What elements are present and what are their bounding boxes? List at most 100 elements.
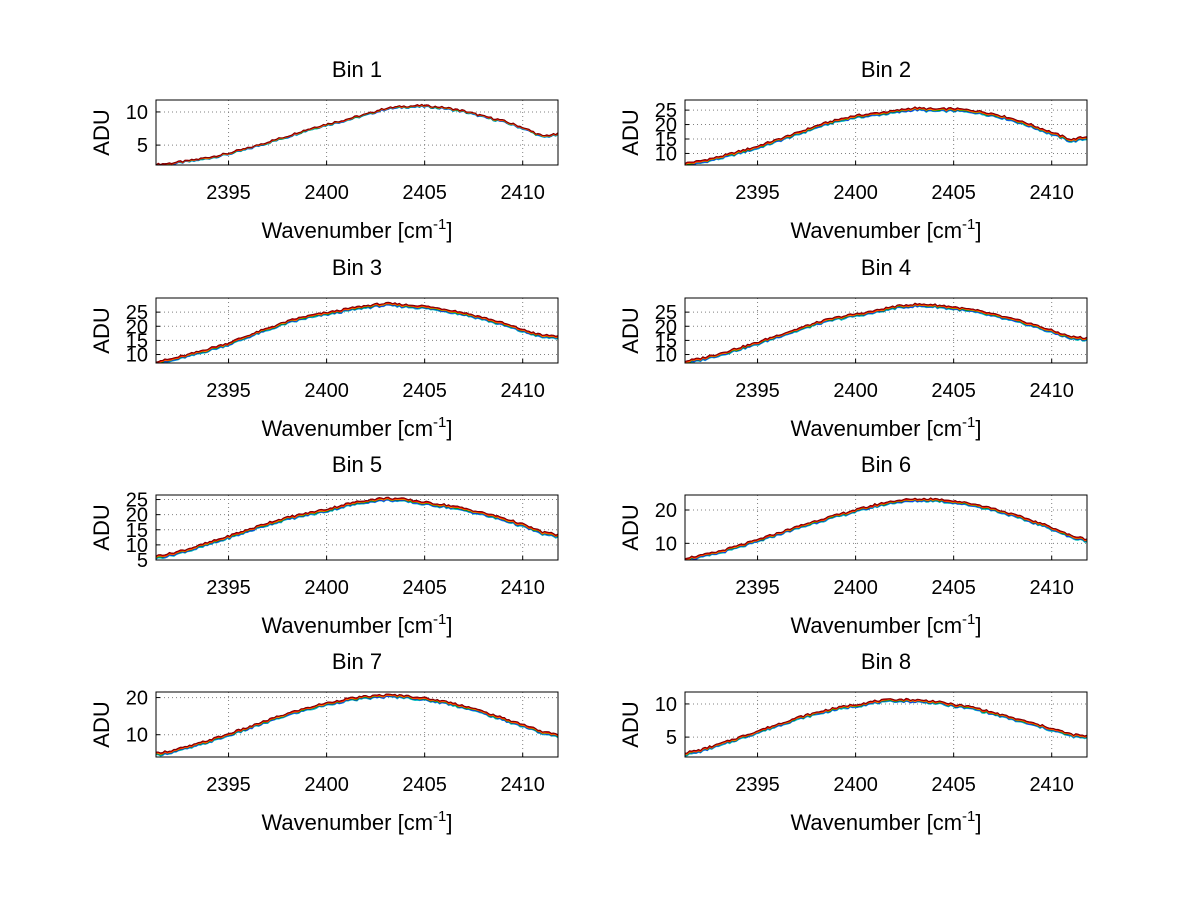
x-axis-label-superscript: -1 [433,414,446,431]
x-tick-label: 2400 [304,774,349,796]
x-tick-label: 2410 [500,577,545,599]
series-line-3 [155,694,559,756]
x-tick-label: 2405 [402,577,447,599]
x-axis-label-text: Wavenumber [cm [261,613,433,638]
subplot-title: Bin 4 [861,255,911,280]
series-line-4 [155,498,559,558]
x-tick-label: 2405 [402,380,447,402]
x-axis-label-text: Wavenumber [cm [261,218,433,243]
series-line-3 [155,498,559,559]
y-tick-label: 25 [126,302,148,324]
y-tick-label: 10 [126,345,148,367]
series-line-2 [156,695,559,756]
y-tick-label: 5 [137,550,148,572]
y-tick-label: 10 [655,694,677,716]
y-tick-label: 10 [126,102,148,124]
x-axis-label: Wavenumber [cm-1] [261,611,452,638]
x-tick-label: 2410 [500,774,545,796]
axes-frame [684,297,1088,364]
x-tick-label: 2395 [735,577,780,599]
x-axis-label-superscript: -1 [433,808,446,825]
y-tick-label: 15 [655,330,677,352]
x-tick-label: 2395 [206,182,251,204]
y-tick-label: 10 [126,725,148,747]
series-line-5 [155,694,559,754]
x-axis-label-superscript: -1 [962,414,975,431]
y-axis-label: ADU [89,109,114,155]
x-axis-label-end: ] [975,810,981,835]
y-tick-label: 20 [126,316,148,338]
series-line-4 [684,698,1088,755]
x-axis-label: Wavenumber [cm-1] [261,808,452,835]
series-line-1 [155,695,559,757]
x-tick-label: 2405 [931,577,976,599]
axes-frame [155,691,559,758]
x-axis-label-superscript: -1 [433,611,446,628]
axes-frame [155,494,559,561]
y-axis-label: ADU [89,701,114,747]
series-line-6 [684,302,1088,363]
series-line-6 [155,103,559,166]
series-line-6 [155,301,559,363]
y-axis-label: ADU [618,307,643,353]
x-tick-label: 2395 [735,182,780,204]
y-axis-label: ADU [618,109,643,155]
series-line-5 [684,497,1088,560]
x-axis-label-end: ] [446,613,452,638]
x-tick-label: 2405 [931,774,976,796]
y-tick-label: 20 [126,505,148,527]
x-tick-label: 2405 [931,380,976,402]
y-tick-label: 20 [126,688,148,710]
subplot-title: Bin 7 [332,649,382,674]
y-tick-label: 10 [655,345,677,367]
subplot-bin-7: 2395 2400 2405 2410 10 20 Bin 7 Wavenumber [cm-… [89,649,559,835]
series-line-2 [155,499,559,560]
subplot-title: Bin 3 [332,255,382,280]
x-axis-label-superscript: -1 [433,216,446,233]
series-line-6 [684,497,1088,560]
y-tick-label: 25 [655,100,677,122]
series-line-2 [684,699,1088,756]
axes-frame [684,99,1088,166]
x-tick-label: 2410 [500,380,545,402]
y-tick-label: 20 [655,500,677,522]
x-tick-label: 2400 [833,182,878,204]
x-tick-label: 2395 [735,774,780,796]
axes-frame [155,99,559,166]
x-axis-label-end: ] [975,613,981,638]
y-tick-label: 5 [137,135,148,157]
series-line-4 [684,498,1088,561]
y-tick-label: 25 [126,490,148,512]
series-line-5 [684,698,1088,755]
x-axis-label-superscript: -1 [962,611,975,628]
y-tick-label: 15 [126,520,148,542]
series-line-6 [155,496,559,557]
y-tick-label: 10 [655,533,677,555]
x-tick-label: 2400 [304,577,349,599]
x-tick-label: 2405 [931,182,976,204]
x-axis-label: Wavenumber [cm-1] [790,216,981,243]
series-line-3 [685,498,1087,561]
x-axis-label-end: ] [446,218,452,243]
x-axis-label-end: ] [446,810,452,835]
x-tick-label: 2410 [1029,182,1074,204]
subplot-title: Bin 8 [861,649,911,674]
subplot-bin-6: 2395 2400 2405 2410 10 20 Bin 6 Wavenumber [cm-… [618,452,1088,638]
x-tick-label: 2395 [206,577,251,599]
series-line-1 [684,700,1088,757]
y-tick-label: 10 [655,143,677,165]
x-tick-label: 2400 [833,380,878,402]
y-axis-label: ADU [618,504,643,550]
subplot-title: Bin 2 [861,57,911,82]
x-axis-label-text: Wavenumber [cm [790,218,962,243]
series-line-4 [684,303,1088,364]
x-tick-label: 2400 [833,774,878,796]
x-axis-label-text: Wavenumber [cm [261,810,433,835]
y-axis-label: ADU [89,307,114,353]
y-axis-label: ADU [618,701,643,747]
y-tick-label: 25 [655,302,677,324]
x-axis-label-text: Wavenumber [cm [790,416,962,441]
